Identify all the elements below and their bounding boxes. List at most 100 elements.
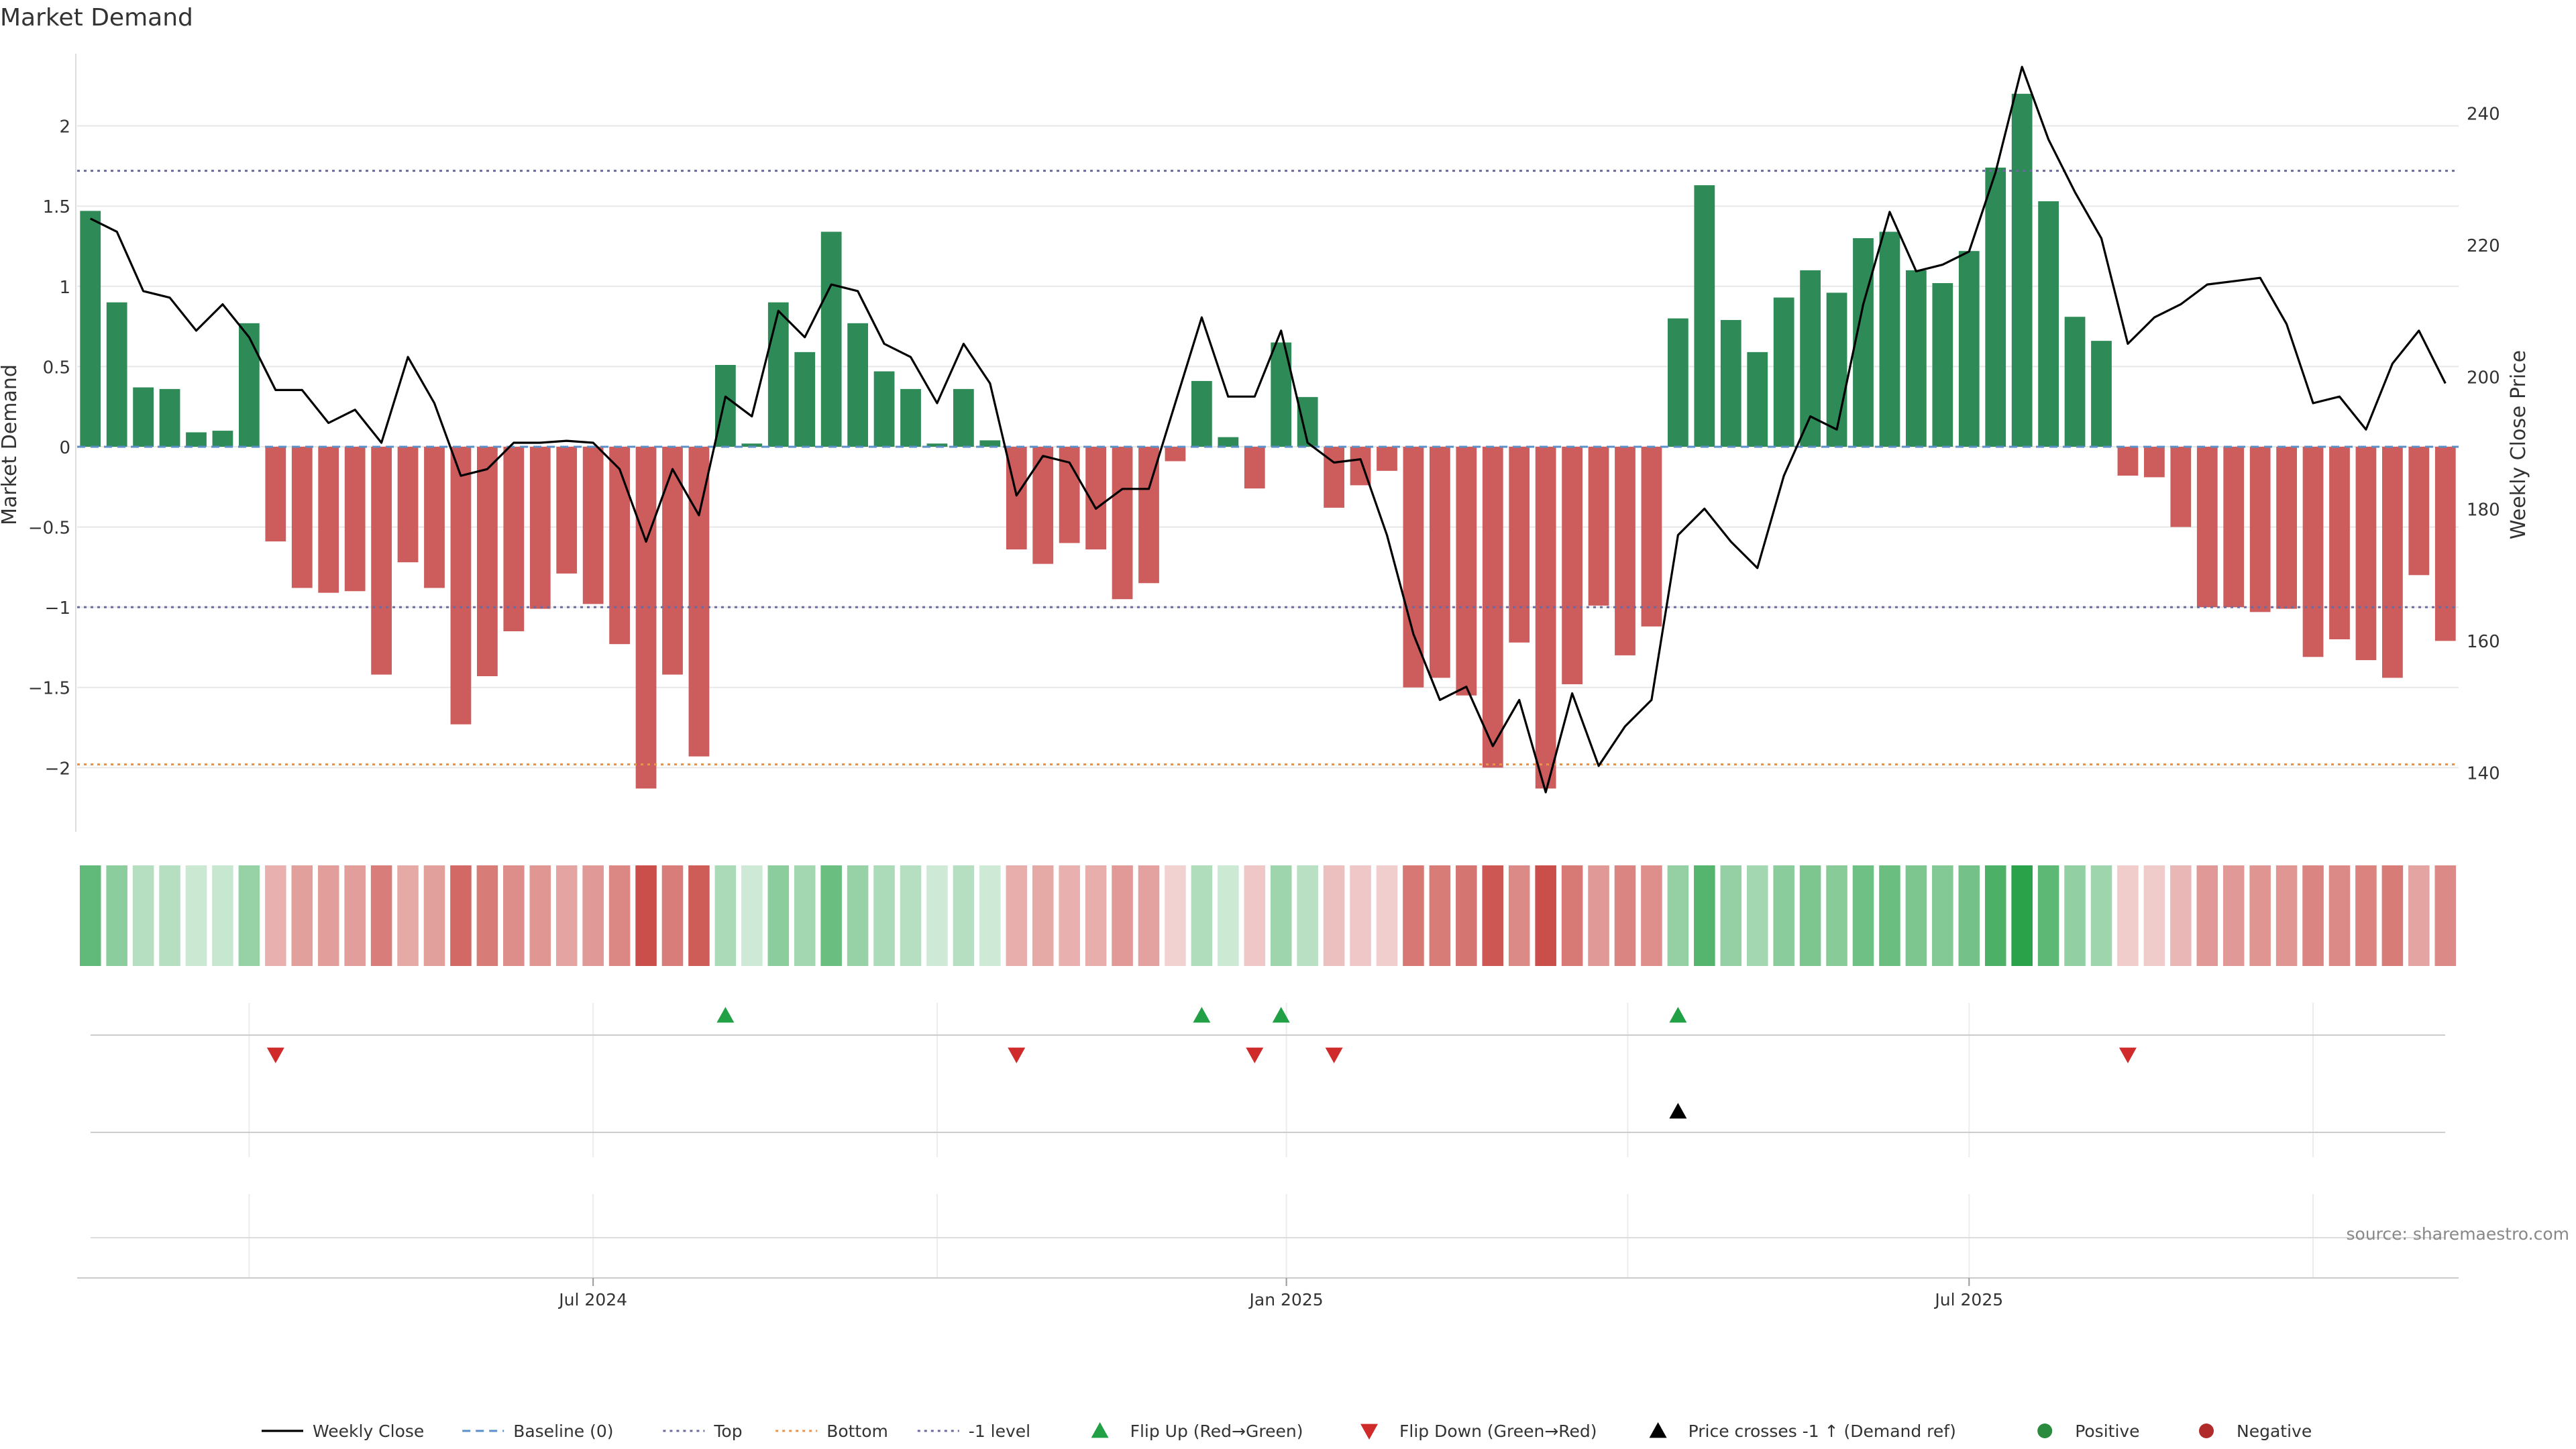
demand-heat-cell	[423, 865, 445, 966]
demand-bar-negative	[1165, 446, 1186, 462]
demand-bar-negative	[2223, 446, 2245, 608]
demand-heat-cell	[1059, 865, 1080, 966]
demand-heat-cell	[582, 865, 604, 966]
demand-heat-cell	[1032, 865, 1054, 966]
legend-item: Baseline (0)	[462, 1421, 614, 1441]
demand-bars	[80, 93, 2456, 789]
legend-item: Flip Down (Green→Red)	[1360, 1421, 1597, 1441]
legend-label: -1 level	[969, 1421, 1030, 1441]
y-axis-right-label: Weekly Close Price	[2507, 350, 2530, 539]
y-tick-label-left: 2	[59, 117, 70, 138]
demand-bar-negative	[1535, 446, 1556, 789]
demand-heat-cell	[1429, 865, 1451, 966]
x-tick-label: Jul 2024	[557, 1290, 627, 1309]
demand-bar-positive	[1747, 352, 1768, 447]
y-tick-label-left: −2	[45, 759, 70, 779]
demand-heat-cell	[979, 865, 1001, 966]
legend-marker	[1091, 1422, 1109, 1438]
demand-bar-negative	[688, 446, 710, 757]
y-tick-label-right: 220	[2467, 236, 2500, 256]
demand-bar-negative	[609, 446, 630, 645]
x-tick-label: Jan 2025	[1248, 1290, 1324, 1309]
chart-title: Market Demand	[0, 4, 193, 32]
demand-bar-positive	[1932, 283, 1953, 447]
legend-label: Bottom	[826, 1421, 888, 1441]
demand-bar-negative	[1588, 446, 1609, 606]
demand-bar-positive	[767, 302, 789, 447]
demand-heat-cell	[1667, 865, 1689, 966]
demand-heat-cell	[2434, 865, 2457, 966]
demand-heat-cell	[1535, 865, 1556, 966]
demand-heat-cell	[1905, 865, 1927, 966]
demand-heat-cell	[2037, 865, 2059, 966]
demand-heat-cell	[1403, 865, 1424, 966]
demand-heat-cell	[608, 865, 631, 966]
demand-bar-negative	[2196, 446, 2218, 608]
flip-markers-panel	[91, 1003, 2445, 1278]
legend-label: Baseline (0)	[513, 1421, 613, 1441]
demand-heat-cell	[1746, 865, 1768, 966]
demand-bar-positive	[715, 365, 736, 447]
legend-marker	[1649, 1422, 1667, 1438]
demand-bar-negative	[1615, 446, 1635, 655]
demand-bar-negative	[503, 446, 525, 632]
demand-heat-cell	[1588, 865, 1609, 966]
legend-label: Positive	[2075, 1421, 2139, 1441]
demand-heat-cell	[265, 865, 286, 966]
demand-bar-negative	[1641, 446, 1662, 627]
demand-bar-positive	[133, 387, 154, 447]
price-cross-marker	[1669, 1103, 1687, 1119]
demand-bar-positive	[1720, 320, 1741, 447]
demand-bar-negative	[2329, 446, 2350, 639]
flip-down-marker	[2118, 1047, 2137, 1063]
demand-heat-cell	[1984, 865, 2006, 966]
demand-bar-positive	[2011, 93, 2033, 447]
demand-heat-cell	[714, 865, 737, 966]
demand-heat-cell	[1323, 865, 1345, 966]
demand-heat-cell	[767, 865, 790, 966]
demand-bar-positive	[1985, 167, 2006, 447]
demand-bar-negative	[265, 446, 286, 542]
y-tick-label-left: −0.5	[28, 519, 70, 539]
demand-bar-negative	[2144, 446, 2165, 478]
demand-bar-negative	[1112, 446, 1133, 600]
demand-heat-cell	[2355, 865, 2377, 966]
demand-bar-positive	[1191, 380, 1212, 447]
demand-heat-cell	[635, 865, 657, 966]
legend-item: Price crosses -1 ↑ (Demand ref)	[1649, 1421, 1956, 1441]
demand-heat-cell	[2117, 865, 2139, 966]
demand-bar-negative	[1244, 446, 1265, 489]
flip-up-marker	[716, 1007, 735, 1023]
demand-bar-negative	[1032, 446, 1054, 564]
demand-bar-negative	[556, 446, 578, 574]
legend-item: Flip Up (Red→Green)	[1091, 1421, 1303, 1441]
demand-bar-negative	[1377, 446, 1397, 471]
y-tick-label-right: 240	[2467, 104, 2500, 124]
demand-heat-cell	[2090, 865, 2112, 966]
demand-bar-positive	[239, 323, 260, 447]
demand-bar-negative	[318, 446, 339, 593]
flip-up-marker	[1669, 1007, 1687, 1023]
demand-bar-positive	[1694, 185, 1715, 447]
legend-label: Flip Up (Red→Green)	[1130, 1421, 1303, 1441]
demand-heat-cell	[291, 865, 313, 966]
demand-bar-positive	[106, 302, 127, 447]
y-tick-label-right: 140	[2467, 764, 2500, 784]
reference-lines	[77, 170, 2459, 766]
demand-bar-positive	[1853, 238, 1874, 447]
demand-bar-negative	[2170, 446, 2192, 527]
flip-down-marker	[1246, 1047, 1264, 1063]
demand-heat-cell	[1720, 865, 1742, 966]
legend-item: -1 level	[917, 1421, 1030, 1441]
demand-heat-cell	[2275, 865, 2298, 966]
demand-bar-negative	[2382, 446, 2403, 678]
demand-heat-cell	[1958, 865, 1980, 966]
demand-bar-positive	[1906, 270, 1927, 447]
demand-bar-positive	[159, 388, 180, 447]
demand-heat-cell	[1165, 865, 1186, 966]
demand-heat-cell	[1112, 865, 1133, 966]
demand-bar-negative	[477, 446, 498, 676]
demand-heat-cell	[1244, 865, 1266, 966]
demand-bar-positive	[847, 323, 868, 447]
